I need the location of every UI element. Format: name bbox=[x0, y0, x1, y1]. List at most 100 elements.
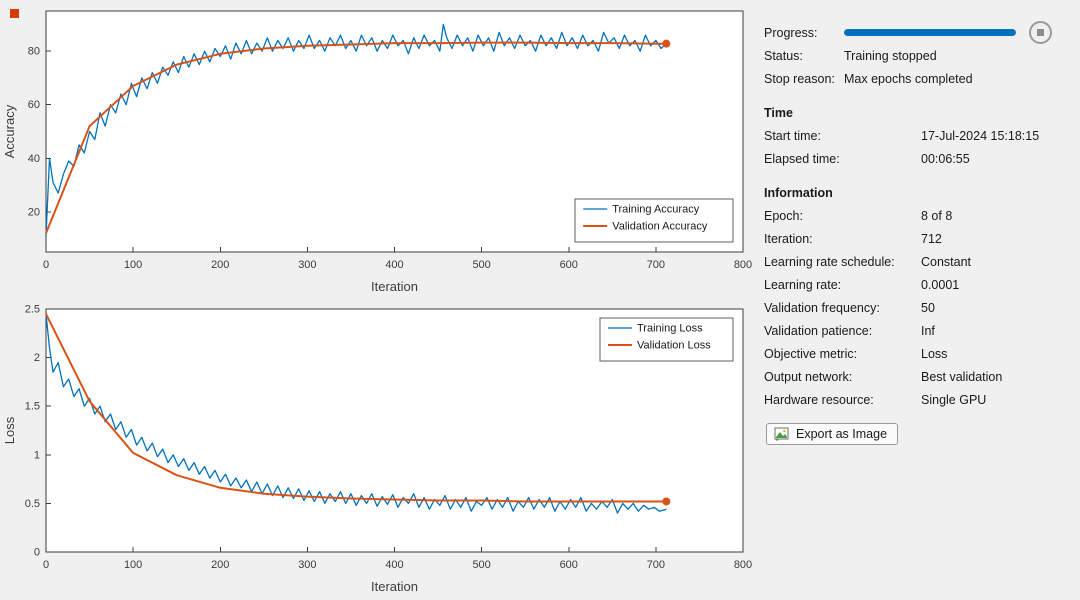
x-tick-label: 100 bbox=[124, 559, 142, 571]
row-label: Iteration: bbox=[764, 231, 813, 246]
export-as-image-button[interactable]: Export as Image bbox=[766, 423, 899, 445]
validation-loss-line bbox=[45, 313, 667, 503]
validation-accuracy-line bbox=[45, 41, 667, 234]
x-tick-label: 400 bbox=[385, 559, 403, 571]
progress-label: Progress: bbox=[764, 25, 818, 40]
row-value: 17-Jul-2024 15:18:15 bbox=[921, 128, 1040, 143]
legend-entry: Training Accuracy bbox=[612, 204, 700, 216]
row-value: Constant bbox=[921, 254, 972, 269]
y-tick-label: 40 bbox=[28, 153, 40, 165]
row-value: Best validation bbox=[921, 369, 1003, 384]
figure-corner-marker bbox=[10, 9, 19, 18]
x-axis-label: Iteration bbox=[371, 279, 418, 294]
row-value: 8 of 8 bbox=[921, 208, 953, 223]
info-row: Learning rate: 0.0001 bbox=[764, 273, 1066, 296]
loss-chart: 0 100 200 300 400 500 600 700 800 0 0.5 1 1.5 2 2.5 Ite… bbox=[2, 304, 752, 595]
export-button-label: Export as Image bbox=[796, 427, 888, 441]
info-row: Hardware resource: Single GPU bbox=[764, 388, 1066, 411]
info-sections: Time Start time: 17-Jul-2024 15:18:15 Elaps… bbox=[764, 102, 1066, 411]
y-tick-label: 1.5 bbox=[25, 401, 40, 413]
y-tick-label: 0.5 bbox=[25, 498, 40, 510]
x-tick-label: 600 bbox=[560, 559, 578, 571]
row-label: Elapsed time: bbox=[764, 151, 840, 166]
training-info-panel: Progress: Status: Training stopped Stop re… bbox=[756, 0, 1080, 600]
x-tick-label: 800 bbox=[734, 559, 752, 571]
progress-row: Progress: bbox=[764, 21, 1066, 44]
row-label: Start time: bbox=[764, 128, 821, 143]
legend-entry: Training Loss bbox=[637, 323, 703, 335]
x-tick-label: 500 bbox=[472, 259, 490, 271]
legend-box bbox=[599, 317, 734, 362]
x-tick-label: 700 bbox=[647, 559, 665, 571]
legend-entry: Validation Accuracy bbox=[612, 221, 708, 233]
info-row: Output network: Best validation bbox=[764, 365, 1066, 388]
export-image-icon bbox=[774, 427, 789, 441]
row-label: Objective metric: bbox=[764, 346, 858, 361]
x-tick-label: 800 bbox=[734, 259, 752, 271]
x-tick-label: 500 bbox=[472, 559, 490, 571]
row-label: Output network: bbox=[764, 369, 853, 384]
progress-bar-track bbox=[844, 29, 1016, 36]
stop-icon bbox=[1037, 29, 1044, 36]
info-row: Learning rate schedule: Constant bbox=[764, 250, 1066, 273]
row-value: Single GPU bbox=[921, 392, 987, 407]
info-row: Validation frequency: 50 bbox=[764, 296, 1066, 319]
y-tick-label: 0 bbox=[34, 547, 40, 559]
legend-box bbox=[574, 198, 734, 243]
accuracy-chart: 0 100 200 300 400 500 600 700 800 20 40 60 80 Iterati… bbox=[2, 10, 752, 294]
x-tick-label: 0 bbox=[43, 259, 49, 271]
row-label: Learning rate schedule: bbox=[764, 254, 895, 269]
charts-area: 0 100 200 300 400 500 600 700 800 20 40 60 80 Iterati… bbox=[2, 10, 752, 595]
x-axis-label: Iteration bbox=[371, 579, 418, 594]
final-point-marker bbox=[662, 497, 671, 506]
stop-button[interactable] bbox=[1029, 21, 1052, 44]
status-row: Stop reason: Max epochs completed bbox=[764, 67, 1066, 90]
section-title: Time bbox=[764, 106, 793, 120]
x-tick-label: 100 bbox=[124, 259, 142, 271]
row-value: 00:06:55 bbox=[921, 151, 970, 166]
x-tick-label: 300 bbox=[298, 259, 316, 271]
row-value: 0.0001 bbox=[921, 277, 960, 292]
y-axis-label: Loss bbox=[2, 416, 17, 444]
progress-bar bbox=[844, 29, 1016, 36]
y-axis-label: Accuracy bbox=[2, 104, 17, 158]
y-tick-label: 1 bbox=[34, 449, 40, 461]
row-label: Status: bbox=[764, 48, 803, 63]
info-row: Objective metric: Loss bbox=[764, 342, 1066, 365]
row-value: Max epochs completed bbox=[844, 71, 973, 86]
x-tick-label: 700 bbox=[647, 259, 665, 271]
x-tick-label: 400 bbox=[385, 259, 403, 271]
y-tick-label: 20 bbox=[28, 206, 40, 218]
row-label: Epoch: bbox=[764, 208, 803, 223]
row-label: Learning rate: bbox=[764, 277, 842, 292]
y-tick-label: 60 bbox=[28, 99, 40, 111]
row-value: Training stopped bbox=[844, 48, 937, 63]
info-row: Epoch: 8 of 8 bbox=[764, 204, 1066, 227]
y-tick-label: 80 bbox=[28, 46, 40, 58]
section-title: Information bbox=[764, 186, 833, 200]
status-rows: Status: Training stopped Stop reason: Max e… bbox=[764, 44, 1066, 90]
x-tick-label: 300 bbox=[298, 559, 316, 571]
x-tick-label: 600 bbox=[560, 259, 578, 271]
row-value: Inf bbox=[921, 323, 935, 338]
info-row: Validation patience: Inf bbox=[764, 319, 1066, 342]
info-row: Elapsed time: 00:06:55 bbox=[764, 147, 1066, 170]
info-row: Start time: 17-Jul-2024 15:18:15 bbox=[764, 124, 1066, 147]
legend-entry: Validation Loss bbox=[637, 340, 711, 352]
row-label: Validation frequency: bbox=[764, 300, 880, 315]
row-value: 712 bbox=[921, 231, 942, 246]
y-tick-label: 2.5 bbox=[25, 304, 40, 316]
info-row: Iteration: 712 bbox=[764, 227, 1066, 250]
status-row: Status: Training stopped bbox=[764, 44, 1066, 67]
row-label: Hardware resource: bbox=[764, 392, 874, 407]
row-value: Loss bbox=[921, 346, 948, 361]
training-accuracy-line bbox=[45, 23, 667, 236]
final-point-marker bbox=[662, 39, 671, 48]
row-value: 50 bbox=[921, 300, 935, 315]
y-tick-label: 2 bbox=[34, 352, 40, 364]
row-label: Validation patience: bbox=[764, 323, 873, 338]
row-label: Stop reason: bbox=[764, 71, 835, 86]
x-tick-label: 0 bbox=[43, 559, 49, 571]
x-tick-label: 200 bbox=[211, 559, 229, 571]
